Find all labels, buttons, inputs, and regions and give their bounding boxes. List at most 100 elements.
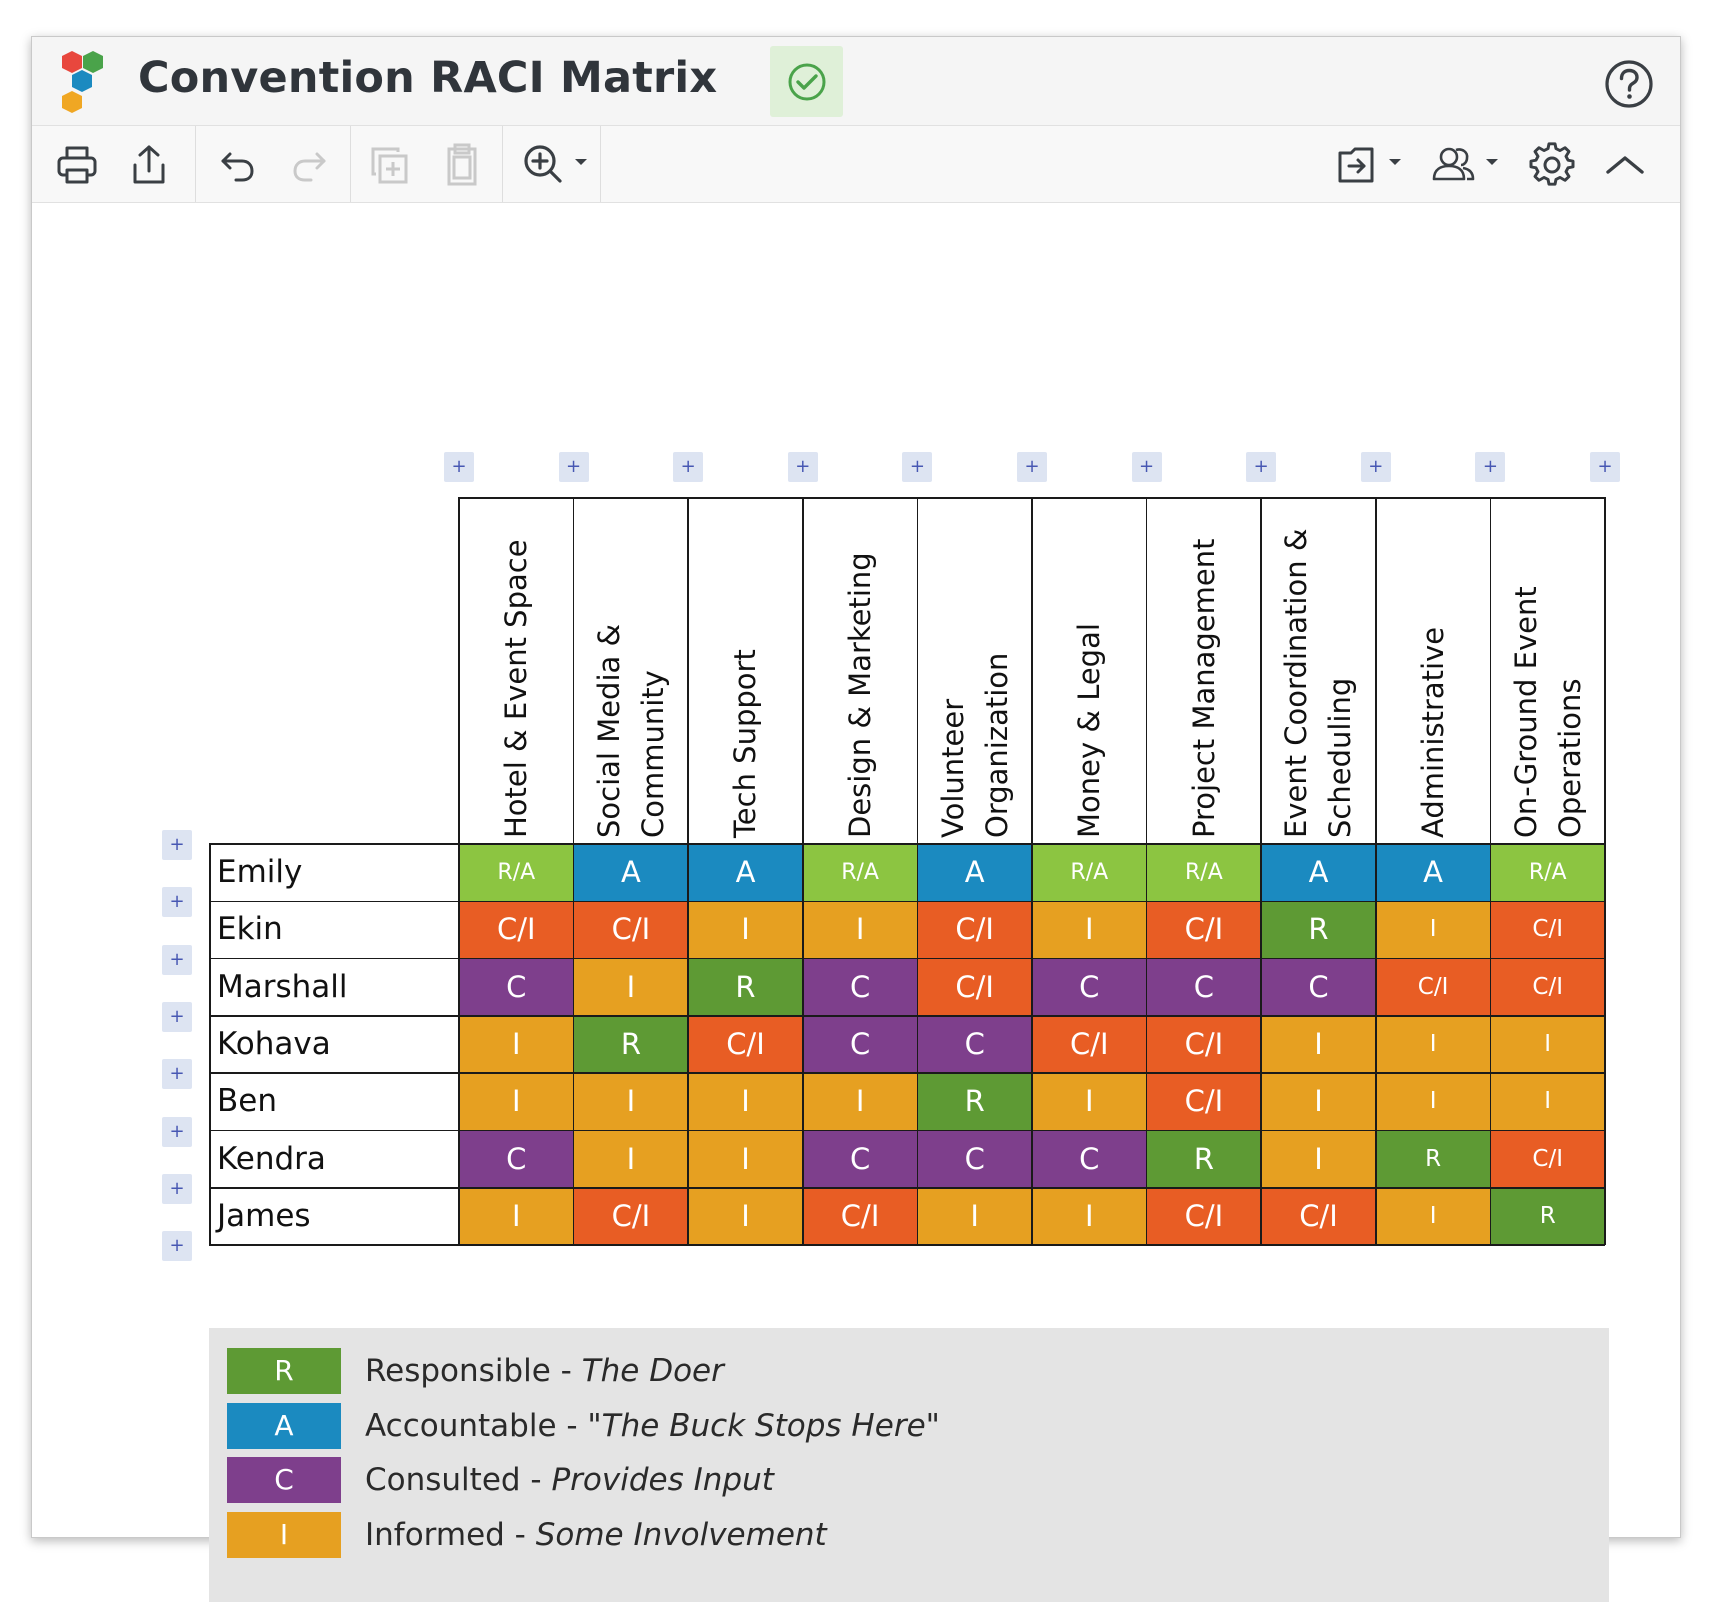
add-column-button[interactable]: + [787,452,818,482]
raci-cell[interactable]: I [688,1073,803,1131]
move-to-folder-dropdown[interactable] [1332,140,1412,190]
raci-cell[interactable]: I [1490,1073,1605,1131]
duplicate-button[interactable] [364,140,414,190]
raci-cell[interactable]: I [1375,1073,1491,1131]
raci-cell[interactable]: C/I [917,958,1032,1016]
raci-cell[interactable]: C [459,1130,574,1188]
raci-cell[interactable]: C/I [1032,1015,1147,1074]
raci-cell[interactable]: I [1490,1015,1605,1074]
redo-button[interactable] [285,140,335,190]
row-name[interactable]: Ben [217,1083,277,1120]
raci-cell[interactable]: I [459,1073,574,1131]
row-name[interactable]: Emily [217,854,303,890]
raci-cell[interactable]: A [1261,844,1376,902]
raci-cell[interactable]: C/I [1146,901,1262,959]
raci-cell[interactable]: R [917,1073,1032,1131]
raci-cell[interactable]: C/I [573,901,689,959]
raci-cell[interactable]: I [573,958,689,1016]
raci-cell[interactable]: A [1375,844,1491,902]
raci-cell[interactable]: R/A [1032,844,1147,902]
add-column-button[interactable]: + [902,452,933,482]
column-header[interactable]: Hotel & Event Space [459,497,574,844]
raci-cell[interactable]: I [1375,1187,1491,1246]
add-row-button[interactable]: + [162,1001,192,1032]
column-header[interactable]: Event Coordination & Scheduling [1261,497,1376,844]
raci-cell[interactable]: C [1261,958,1376,1016]
add-row-button[interactable]: + [162,887,192,918]
raci-cell[interactable]: I [573,1130,689,1188]
row-name[interactable]: Ekin [217,911,283,948]
raci-cell[interactable]: A [688,844,803,902]
settings-button[interactable] [1526,140,1578,190]
raci-cell[interactable]: C/I [573,1187,689,1246]
add-row-button[interactable]: + [162,1173,192,1204]
add-column-button[interactable]: + [444,452,474,482]
raci-cell[interactable]: C [1146,958,1262,1016]
column-header[interactable]: On-Ground Event Operations [1490,497,1605,844]
raci-cell[interactable]: I [688,901,803,959]
add-row-button[interactable]: + [162,1116,192,1147]
raci-cell[interactable]: C [802,1015,918,1074]
raci-cell[interactable]: I [1261,1073,1376,1131]
raci-cell[interactable]: C [917,1130,1032,1188]
add-column-button[interactable]: + [1360,452,1391,482]
undo-button[interactable] [212,140,262,190]
raci-cell[interactable]: I [1261,1015,1376,1074]
column-header[interactable]: Money & Legal [1032,497,1147,844]
add-column-button[interactable]: + [1246,452,1277,482]
raci-cell[interactable]: R [1261,901,1376,959]
add-column-button[interactable]: + [1017,452,1047,482]
raci-cell[interactable]: I [1032,901,1147,959]
raci-cell[interactable]: R [1375,1130,1491,1188]
raci-cell[interactable]: C/I [1490,1130,1605,1188]
raci-cell[interactable]: I [1375,1015,1491,1074]
row-name[interactable]: Kendra [217,1140,326,1177]
raci-cell[interactable]: R [688,958,803,1016]
column-header[interactable]: Social Media & Community [574,497,689,844]
add-column-button[interactable]: + [1590,452,1620,482]
raci-cell[interactable]: A [917,844,1032,902]
raci-cell[interactable]: C [802,958,918,1016]
raci-cell[interactable]: R/A [1146,844,1262,902]
raci-cell[interactable]: C/I [917,901,1032,959]
raci-cell[interactable]: I [1375,901,1491,959]
help-circle-icon[interactable] [1604,59,1654,109]
zoom-dropdown[interactable] [517,140,597,190]
add-column-button[interactable]: + [558,452,589,482]
column-header[interactable]: Project Management [1147,497,1262,844]
raci-cell[interactable]: I [688,1130,803,1188]
raci-cell[interactable]: R [573,1015,689,1074]
row-name[interactable]: James [217,1197,311,1234]
add-row-button[interactable]: + [162,1059,192,1090]
raci-cell[interactable]: I [459,1015,574,1074]
add-row-button[interactable]: + [162,1231,192,1262]
add-column-button[interactable]: + [673,452,704,482]
raci-cell[interactable]: I [802,1073,918,1131]
raci-cell[interactable]: C/I [1375,958,1491,1016]
raci-cell[interactable]: C/I [1261,1187,1376,1246]
paste-button[interactable] [436,140,486,190]
row-name[interactable]: Marshall [217,968,348,1005]
share-export-button[interactable] [124,140,174,190]
raci-cell[interactable]: C [917,1015,1032,1074]
raci-cell[interactable]: C/I [802,1187,918,1246]
raci-cell[interactable]: C/I [459,901,574,959]
raci-cell[interactable]: C/I [688,1015,803,1074]
raci-cell[interactable]: R/A [459,844,574,902]
raci-cell[interactable]: I [1261,1130,1376,1188]
print-button[interactable] [52,140,102,190]
collapse-toolbar-button[interactable] [1600,140,1650,190]
add-row-button[interactable]: + [162,944,192,975]
add-row-button[interactable]: + [162,830,192,860]
raci-cell[interactable]: C/I [1490,958,1605,1016]
raci-cell[interactable]: R/A [1490,844,1605,902]
raci-cell[interactable]: C [1032,958,1147,1016]
saved-status-badge[interactable] [770,46,843,117]
raci-cell[interactable]: I [802,901,918,959]
column-header[interactable]: Design & Marketing [803,497,918,844]
raci-cell[interactable]: I [459,1187,574,1246]
column-header[interactable]: Volunteer Organization [917,497,1032,844]
raci-cell[interactable]: I [917,1187,1032,1246]
add-column-button[interactable]: + [1131,452,1162,482]
raci-cell[interactable]: I [688,1187,803,1246]
